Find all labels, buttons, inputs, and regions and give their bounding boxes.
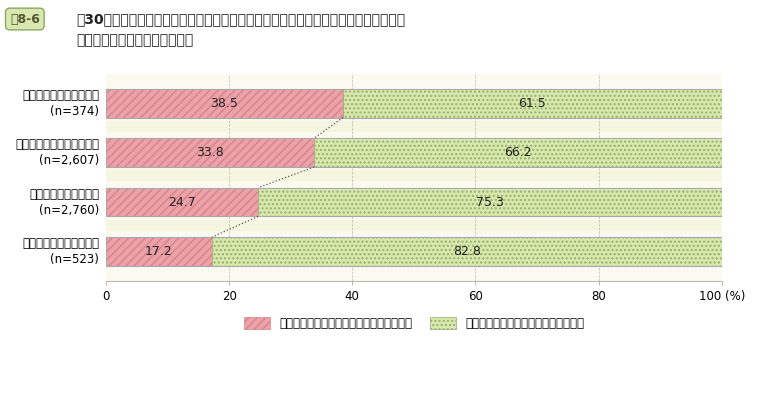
Text: 33.8: 33.8 [196,146,224,159]
Bar [212,237,722,266]
Bar [343,89,722,117]
Text: 75.3: 75.3 [476,196,504,209]
Bar [106,188,722,217]
Bar [314,138,722,167]
Text: 82.8: 82.8 [453,245,481,258]
Bar [106,138,722,167]
Text: 24.7: 24.7 [168,196,196,209]
Bar [106,237,212,266]
Bar [106,188,258,217]
Text: 61.5: 61.5 [518,97,546,110]
Bar [106,89,722,117]
Text: 17.2: 17.2 [145,245,173,258]
Legend: 安心（安心している＋概ね安心している）, 不安（少し不安である＋不安である）: 安心（安心している＋概ね安心している）, 不安（少し不安である＋不安である） [240,314,587,334]
Bar [258,188,722,217]
Bar [106,89,343,117]
Text: 38.5: 38.5 [211,97,239,110]
Text: 66.2: 66.2 [504,146,532,159]
Text: 図8-6: 図8-6 [10,13,40,25]
Text: 【30代職員調査】自分の適性や将来のキャリア形成に関するイメージの有無と今後の
キャリア形成等に関する安心感: 【30代職員調査】自分の適性や将来のキャリア形成に関するイメージの有無と今後の … [76,13,405,47]
Bar [106,138,314,167]
Bar [106,237,722,266]
